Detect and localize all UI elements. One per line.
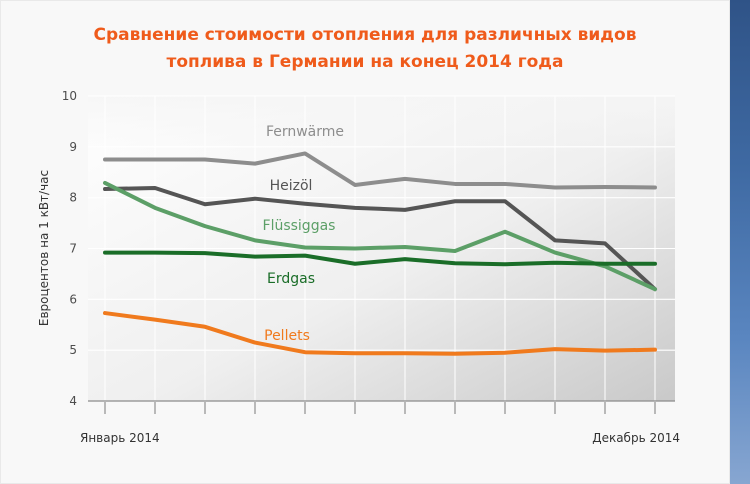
- line-chart: 4 5 6 7 8 9 10 Евроцентов на 1 кВт/час Январь 20…: [37, 89, 680, 445]
- axes: 4 5 6 7 8 9 10 Евроцентов на 1 кВт/час Январь 20…: [37, 89, 680, 445]
- background-side-strip: [730, 0, 750, 484]
- y-tick-label: 7: [69, 242, 77, 256]
- series-label-fl-ssiggas: Flüssiggas: [263, 218, 336, 234]
- y-tick-label: 10: [62, 89, 77, 103]
- y-tick-label: 6: [69, 292, 77, 306]
- y-tick-label: 9: [69, 140, 77, 154]
- y-tick-label: 8: [69, 191, 77, 205]
- chart-title: Сравнение стоимости отопления для различ…: [93, 25, 637, 72]
- series-line-pellets: [103, 311, 657, 356]
- series-label-fernw-rme: Fernwärme: [266, 124, 344, 140]
- x-axis-start-label: Январь 2014: [80, 431, 160, 445]
- series-label-erdgas: Erdgas: [267, 271, 315, 287]
- plot-top-fade: [88, 96, 675, 154]
- series-label-pellets: Pellets: [264, 328, 310, 344]
- series-lines: [103, 151, 657, 356]
- series-line-fl-ssiggas: [103, 180, 657, 292]
- y-tick-label: 4: [69, 394, 77, 408]
- series-line-heiz-l: [103, 186, 657, 292]
- series-line-fernw-rme: [103, 151, 657, 190]
- y-tick-label: 5: [69, 343, 77, 357]
- series-label-heiz-l: Heizöl: [270, 178, 313, 194]
- series-line-erdgas: [103, 250, 657, 267]
- series-labels: Fernwärme Heizöl Flüssiggas Erdgas Pellets: [263, 124, 345, 344]
- x-axis-end-label: Декабрь 2014: [592, 431, 680, 445]
- y-axis-label: Евроцентов на 1 кВт/час: [37, 170, 51, 326]
